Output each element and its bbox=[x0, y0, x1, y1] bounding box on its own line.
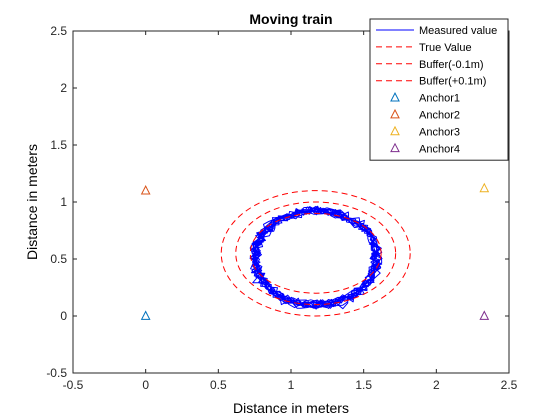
legend: Measured value True Value Buffer(-0.1m) Buf… bbox=[369, 18, 509, 161]
marker-anchor3 bbox=[479, 182, 490, 193]
legend-label-anchor1: Anchor1 bbox=[419, 93, 460, 105]
x-tick-label: 0 bbox=[142, 378, 149, 392]
legend-label-measured-value: Measured value bbox=[419, 25, 497, 37]
y-tick-label: 0 bbox=[60, 309, 67, 323]
legend-label-anchor4: Anchor4 bbox=[419, 143, 460, 155]
y-tick-label: 2.5 bbox=[50, 24, 67, 38]
x-tick-label: 2.5 bbox=[501, 378, 518, 392]
legend-label-buffer-0-1m: Buffer(-0.1m) bbox=[419, 59, 484, 71]
x-tick-label: 1.5 bbox=[355, 378, 372, 392]
x-tick-label: -0.5 bbox=[63, 378, 84, 392]
axes-layer: -0.5 0 0.5 1 1.5 2 2.5 -0.5 0 0.5 1 1.5 2 2.5 bbox=[46, 24, 517, 392]
data-layer bbox=[140, 182, 490, 320]
x-axis-label: Distance in meters bbox=[233, 400, 349, 416]
y-tick-label: 1 bbox=[60, 195, 67, 209]
y-tick-label: 2 bbox=[60, 81, 67, 95]
legend-label-anchor2: Anchor2 bbox=[419, 110, 460, 122]
legend-swatch-anchor4 bbox=[390, 142, 400, 153]
legend-label-true-value: True Value bbox=[419, 42, 472, 54]
chart-title: Moving train bbox=[249, 11, 332, 27]
marker-anchor1 bbox=[140, 310, 151, 320]
x-tick-label: 1 bbox=[288, 378, 295, 392]
x-tick-label: 0.5 bbox=[210, 378, 227, 392]
marker-anchor4 bbox=[479, 310, 490, 320]
series-buffer-0-1m bbox=[220, 190, 411, 317]
legend-label-anchor3: Anchor3 bbox=[419, 126, 460, 138]
x-tick-label: 2 bbox=[433, 378, 440, 392]
legend-swatch-anchor3 bbox=[390, 125, 400, 136]
legend-swatch-anchor2 bbox=[390, 108, 400, 119]
legend-label-buffer-0-1m: Buffer(+0.1m) bbox=[419, 76, 486, 88]
marker-anchor2 bbox=[140, 185, 151, 195]
legend-swatch-anchor1 bbox=[390, 92, 400, 102]
series-buffer-0-1m bbox=[249, 212, 382, 294]
series-true-value bbox=[235, 201, 397, 306]
y-tick-label: 1.5 bbox=[50, 138, 67, 152]
y-tick-label: 0.5 bbox=[50, 252, 67, 266]
y-axis-label: Distance in meters bbox=[24, 144, 40, 260]
legend-box bbox=[369, 18, 509, 161]
y-tick-label: -0.5 bbox=[46, 366, 67, 380]
